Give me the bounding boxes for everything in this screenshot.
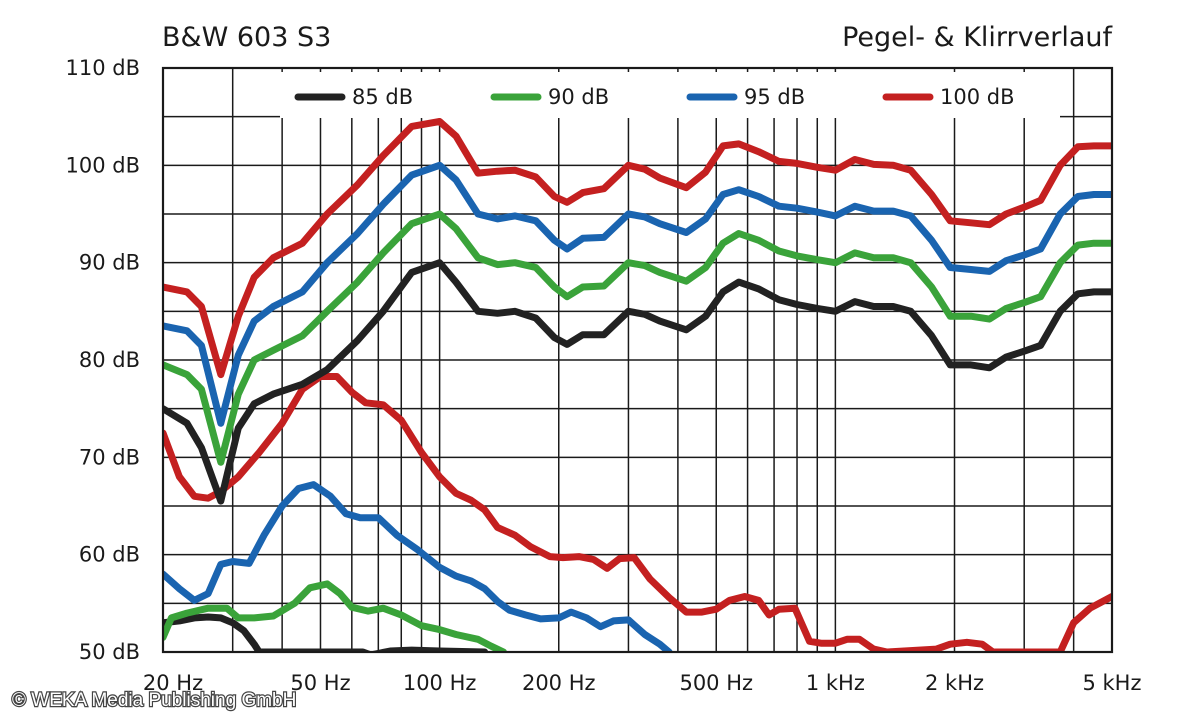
distortion-line-95db xyxy=(163,481,673,652)
x-tick-label: 5 kHz xyxy=(1082,671,1141,695)
y-tick-label: 70 dB xyxy=(79,445,140,469)
legend-label: 85 dB xyxy=(352,85,413,109)
x-tick-label: 20 Hz xyxy=(143,671,203,695)
legend-item: 100 dB xyxy=(882,85,1015,109)
distortion-line-90db xyxy=(163,580,507,652)
y-tick-label: 60 dB xyxy=(79,543,140,567)
x-tick-label: 100 Hz xyxy=(403,671,477,695)
chart-subtitle: Pegel- & Klirrverlauf xyxy=(842,22,1113,53)
legend-label: 95 dB xyxy=(744,85,805,109)
series-group xyxy=(163,118,1112,652)
x-tick-label: 500 Hz xyxy=(679,671,753,695)
copyright-notice: © WEKA Media Publishing GmbH xyxy=(12,690,296,711)
legend: 85 dB 90 dB 95 dB 100 dB xyxy=(280,72,1060,118)
legend-item: 90 dB xyxy=(490,85,609,109)
level-line-90db xyxy=(163,210,1112,466)
legend-item: 95 dB xyxy=(686,85,805,109)
level-line-100db xyxy=(163,118,1112,379)
x-tick-label: 50 Hz xyxy=(290,671,350,695)
distortion-line-100db xyxy=(163,373,1112,652)
plot-frame xyxy=(161,66,1114,654)
legend-item: 85 dB xyxy=(294,85,413,109)
y-tick-label: 110 dB xyxy=(66,56,141,80)
level-line-95db xyxy=(163,161,1112,427)
distortion-line-85db xyxy=(163,613,489,652)
y-tick-label: 90 dB xyxy=(79,251,140,275)
legend-label: 100 dB xyxy=(940,85,1015,109)
y-tick-label: 100 dB xyxy=(66,153,141,177)
level-line-85db xyxy=(163,259,1112,505)
x-tick-label: 1 kHz xyxy=(806,671,865,695)
legend-label: 90 dB xyxy=(548,85,609,109)
y-tick-label: 50 dB xyxy=(79,640,140,664)
y-tick-label: 80 dB xyxy=(79,348,140,372)
x-tick-label: 2 kHz xyxy=(925,671,984,695)
chart-title: B&W 603 S3 xyxy=(162,22,331,53)
y-axis-ticks: 50 dB 60 dB 70 dB 80 dB 90 dB 100 dB 110 dB xyxy=(66,56,141,664)
x-tick-label: 200 Hz xyxy=(522,671,596,695)
x-axis-ticks: 20 Hz 50 Hz 100 Hz 200 Hz 500 Hz 1 kHz 2 kHz 5 … xyxy=(143,671,1142,695)
